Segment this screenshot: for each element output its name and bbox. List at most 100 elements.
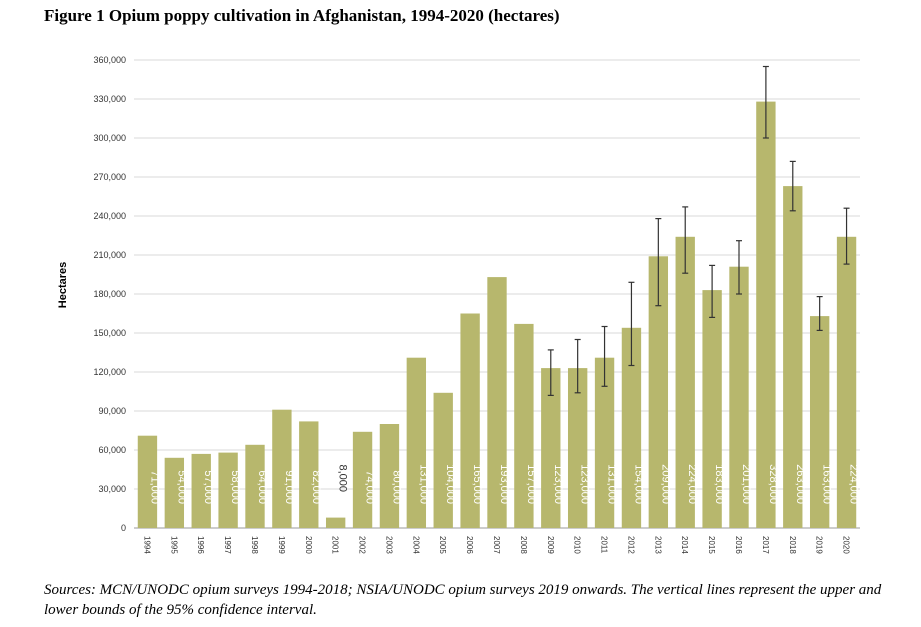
y-tick-label: 180,000 — [93, 289, 126, 299]
x-tick-label: 2019 — [815, 536, 824, 554]
bar — [272, 409, 292, 528]
bar — [756, 101, 776, 528]
data-label: 201,000 — [740, 464, 752, 504]
error-bar — [816, 296, 823, 331]
x-tick-label: 2007 — [492, 536, 501, 554]
bar — [299, 421, 319, 528]
data-label: 58,000 — [229, 470, 241, 504]
x-tick-label: 1998 — [250, 536, 259, 554]
y-tick-label: 300,000 — [93, 133, 126, 143]
x-tick-label: 2018 — [788, 536, 797, 554]
bar — [541, 368, 561, 528]
data-label: 263,000 — [794, 464, 806, 504]
bar — [594, 357, 615, 528]
error-bar — [843, 207, 850, 265]
x-tick-label: 2003 — [384, 536, 393, 554]
data-label: 64,000 — [256, 470, 268, 504]
y-axis-label: Hectares — [57, 262, 69, 308]
bar — [783, 186, 803, 528]
error-bar — [736, 240, 742, 295]
data-label: 154,000 — [632, 464, 644, 504]
data-label: 328,000 — [767, 464, 779, 504]
error-bar — [601, 325, 608, 387]
data-label: 74,000 — [364, 470, 376, 504]
x-tick-label: 2001 — [331, 536, 340, 554]
error-bar — [682, 206, 689, 274]
bar — [702, 290, 722, 528]
bar — [137, 435, 158, 528]
x-tick-label: 2004 — [411, 536, 420, 554]
data-label: 80,000 — [390, 470, 402, 504]
data-label: 131,000 — [606, 464, 618, 504]
bar — [191, 453, 211, 528]
data-label: 224,000 — [848, 464, 860, 504]
bar — [836, 236, 857, 529]
bar — [245, 444, 265, 528]
error-bar — [628, 281, 635, 367]
source-note: Sources: MCN/UNODC opium surveys 1994-20… — [44, 582, 882, 618]
data-label: 209,000 — [659, 464, 671, 504]
y-tick-labels: 0 30,000 60,000 90,000 120,000 150,000 180,000… — [93, 55, 126, 533]
y-tick-label: 240,000 — [93, 211, 126, 221]
x-tick-label: 2006 — [465, 536, 474, 554]
y-tick-label: 30,000 — [98, 484, 126, 494]
bar — [809, 316, 830, 528]
y-tick-label: 90,000 — [98, 406, 126, 416]
x-tick-label: 1997 — [223, 536, 232, 554]
x-tick-label: 2002 — [358, 536, 367, 554]
x-tick-label: 2013 — [653, 536, 662, 554]
x-tick-label: 2015 — [707, 536, 716, 554]
figure-title: Figure 1 Opium poppy cultivation in Afgh… — [44, 6, 560, 25]
bar — [406, 357, 427, 528]
bar — [514, 323, 534, 528]
error-bar — [762, 65, 769, 139]
y-tick-label: 270,000 — [93, 172, 126, 182]
data-label: 183,000 — [713, 464, 725, 504]
y-tick-label: 330,000 — [93, 94, 126, 104]
bar — [164, 457, 185, 528]
y-tick-label: 360,000 — [93, 55, 126, 65]
bar — [218, 452, 238, 528]
x-tick-label: 2012 — [626, 536, 635, 554]
x-tick-label: 1999 — [277, 536, 286, 554]
x-tick-label: 2014 — [680, 536, 689, 554]
x-tick-label: 2020 — [842, 536, 851, 554]
x-tick-label: 2016 — [734, 536, 743, 554]
error-bar — [789, 160, 796, 212]
x-tick-label: 2017 — [761, 536, 770, 554]
x-tick-label: 1994 — [142, 536, 151, 554]
data-label: 193,000 — [498, 464, 510, 504]
bar — [621, 327, 642, 528]
data-label: 123,000 — [552, 464, 564, 504]
error-bar — [547, 349, 554, 396]
bar — [729, 266, 749, 528]
error-bar — [709, 264, 716, 318]
x-tick-label: 1996 — [196, 536, 205, 554]
data-label: 224,000 — [686, 464, 698, 504]
confidence-intervals — [547, 65, 850, 396]
x-tick-labels: 1994 1995 1996 1997 1998 1999 2000 2001 2002 2003… — [142, 536, 850, 554]
y-tick-label: 150,000 — [93, 328, 126, 338]
bar — [379, 424, 400, 528]
x-tick-label: 2005 — [438, 536, 447, 554]
data-label: 82,000 — [310, 470, 322, 504]
data-label: 91,000 — [283, 470, 295, 504]
data-label: 163,000 — [821, 464, 833, 504]
bar — [460, 313, 480, 528]
error-bar — [574, 338, 581, 394]
data-label: 123,000 — [579, 464, 591, 504]
data-label: 54,000 — [175, 470, 187, 504]
bar — [487, 277, 507, 528]
bar — [675, 236, 695, 529]
bar — [433, 392, 453, 528]
data-label: 165,000 — [471, 464, 483, 504]
data-label: 104,000 — [444, 464, 456, 504]
x-tick-label: 1995 — [169, 536, 178, 554]
data-labels: 71,000 54,000 57,000 58,000 64,000 91,000 82,0… — [148, 464, 859, 504]
bar-chart: 0 30,000 60,000 90,000 120,000 150,000 180,000… — [57, 55, 860, 554]
bars — [137, 101, 857, 529]
data-label: 57,000 — [202, 470, 214, 504]
y-tick-label: 0 — [121, 523, 126, 533]
y-tick-label: 60,000 — [98, 445, 126, 455]
error-bar — [655, 218, 662, 307]
